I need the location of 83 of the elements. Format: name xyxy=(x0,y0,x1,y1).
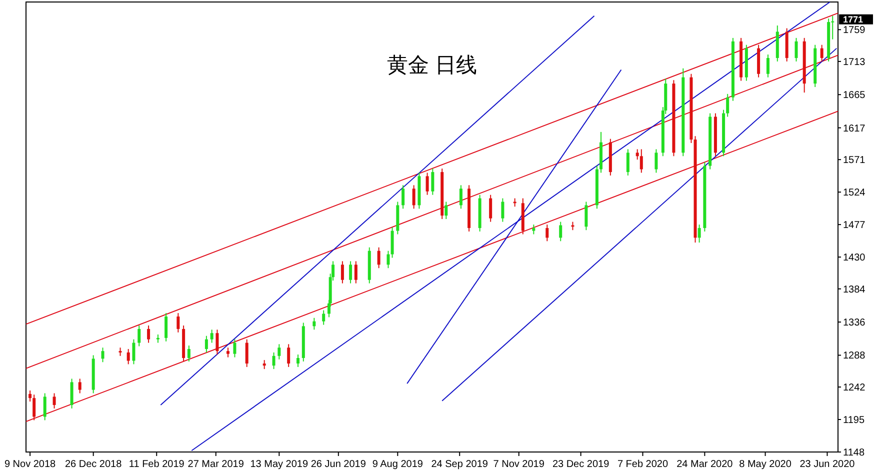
candlestick xyxy=(226,347,230,358)
candlestick xyxy=(28,390,32,402)
candlestick xyxy=(32,394,36,421)
candlestick xyxy=(377,246,380,269)
candlestick xyxy=(176,312,180,333)
candlestick xyxy=(354,260,358,284)
candlestick xyxy=(820,44,824,62)
candlestick xyxy=(794,37,798,62)
candlestick xyxy=(640,148,643,174)
candlestick xyxy=(278,344,281,360)
y-tick-label: 1336 xyxy=(843,318,866,329)
x-tick-label: 13 May 2019 xyxy=(250,459,309,470)
y-tick-label: 1384 xyxy=(843,284,866,296)
y-tick-label: 1195 xyxy=(843,415,865,426)
candlestick xyxy=(459,184,462,210)
candlestick xyxy=(546,224,549,242)
candlestick xyxy=(559,221,562,242)
candlestick xyxy=(390,226,394,258)
x-tick-label: 23 Jun 2020 xyxy=(800,459,856,470)
y-tick-label: 1288 xyxy=(843,350,866,362)
y-tick-label: 1759 xyxy=(843,25,866,36)
y-tick-label: 1524 xyxy=(843,188,866,199)
candlestick xyxy=(296,354,300,368)
x-tick-label: 9 Nov 2018 xyxy=(4,459,56,470)
candlestick xyxy=(532,224,536,235)
candlestick xyxy=(349,260,352,284)
y-tick-label: 1617 xyxy=(843,123,866,134)
x-tick-label: 9 Aug 2019 xyxy=(372,459,424,470)
candlestick xyxy=(698,224,701,244)
candlestick xyxy=(386,250,390,269)
candlestick xyxy=(501,198,504,222)
x-tick-label: 7 Feb 2020 xyxy=(617,459,668,470)
candlestick xyxy=(426,172,429,196)
candlestick xyxy=(766,54,770,78)
candlestick xyxy=(187,345,190,362)
candlestick xyxy=(132,338,136,365)
text: 黄金 日线 xyxy=(387,54,477,77)
x-tick-label: 8 May 2020 xyxy=(739,459,792,470)
candlestick xyxy=(233,338,236,358)
candlestick xyxy=(210,329,214,344)
x-tick-label: 7 Nov 2019 xyxy=(493,459,545,470)
candlestick xyxy=(444,201,448,220)
candlestick xyxy=(138,325,141,347)
x-tick-label: 23 Dec 2019 xyxy=(552,459,610,470)
y-tick-label: 1477 xyxy=(843,220,866,232)
x-tick-label: 27 Mar 2019 xyxy=(188,459,244,470)
candlestick xyxy=(340,260,344,284)
candlestick xyxy=(584,201,588,231)
candlestick xyxy=(52,392,56,409)
x-tick-label: 26 Jun 2019 xyxy=(310,459,366,470)
candlestick xyxy=(126,348,130,365)
candlestick xyxy=(431,168,434,196)
candlestick xyxy=(245,338,248,368)
candlestick xyxy=(70,378,74,409)
y-tick-label: 1713 xyxy=(843,56,866,68)
candlestick xyxy=(78,378,82,394)
text: 1771 xyxy=(843,14,864,25)
candlestick xyxy=(402,184,405,210)
x-tick-label: 24 Mar 2020 xyxy=(676,459,734,470)
candlestick xyxy=(654,148,658,174)
y-tick-label: 1148 xyxy=(843,448,865,458)
candlestick xyxy=(287,344,290,368)
candlestick xyxy=(101,347,104,363)
candlestick xyxy=(43,392,46,421)
candlestick xyxy=(272,352,276,370)
y-tick-label: 1665 xyxy=(843,90,866,102)
candlestick xyxy=(147,325,150,344)
candlestick xyxy=(412,184,416,210)
x-tick-label: 26 Dec 2018 xyxy=(64,459,122,470)
candlestick xyxy=(164,312,168,342)
candlestick xyxy=(626,148,630,176)
x-tick-label: 24 Sep 2019 xyxy=(431,459,488,470)
candlestick xyxy=(636,148,639,160)
x-tick-label: 11 Feb 2019 xyxy=(128,459,185,470)
candlestick xyxy=(204,335,208,353)
candlestick xyxy=(726,93,730,118)
candlestick xyxy=(489,194,492,222)
y-tick-label: 1571 xyxy=(843,155,866,166)
candlestick xyxy=(216,329,219,356)
candlestick xyxy=(312,317,316,330)
y-tick-label: 1242 xyxy=(843,382,866,394)
candlestick xyxy=(322,310,326,326)
y-tick-label: 1430 xyxy=(843,252,866,264)
